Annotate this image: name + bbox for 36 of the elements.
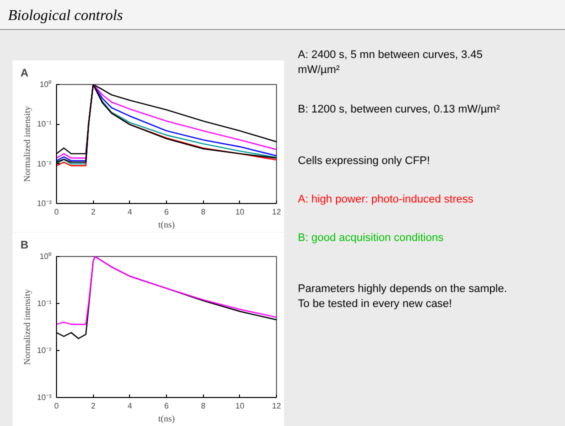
x-axis-title: t(ns) <box>158 220 175 230</box>
line-series <box>56 256 276 325</box>
x-tick-label: 4 <box>128 402 133 410</box>
x-tick-label: 2 <box>90 402 96 410</box>
y-tick-label: 10⁻² <box>36 346 52 355</box>
x-tick-label: 8 <box>200 208 206 216</box>
y-tick-label: 10⁰ <box>40 252 52 261</box>
x-tick-label: 2 <box>90 208 96 216</box>
x-tick-label: 12 <box>272 208 282 216</box>
x-tick-label: 8 <box>200 402 206 410</box>
y-tick-label: 10⁻² <box>36 159 52 168</box>
x-tick-label: 10 <box>235 402 245 410</box>
text: Cells expressing only CFP! <box>298 154 430 167</box>
x-axis-title: t(ns) <box>158 414 175 424</box>
text: A: high power: photo-induced stress <box>298 193 474 206</box>
x-tick-label: 6 <box>164 402 170 410</box>
y-tick-label: 10⁰ <box>40 80 52 89</box>
y-axis-title: Normalized intensity <box>22 106 32 182</box>
x-tick-label: 12 <box>272 402 282 410</box>
y-tick-label: 10⁻³ <box>36 199 52 208</box>
text: Parameters highly depends on the sample. To be tested in every new case! <box>298 283 508 310</box>
y-axis-title: Normalized intensity <box>22 288 32 365</box>
text: Biological controls <box>8 7 123 26</box>
text: B: 1200 s, between curves, 0.13 mW/µm² <box>298 104 500 116</box>
x-tick-label: 10 <box>235 208 245 216</box>
chart-title: B <box>20 240 28 252</box>
x-tick-label: 0 <box>54 208 60 216</box>
text: B: good acquisition conditions <box>298 232 444 244</box>
y-tick-label: 10⁻¹ <box>36 120 52 129</box>
y-tick-label: 10⁻³ <box>36 393 52 402</box>
x-tick-label: 6 <box>164 208 170 216</box>
y-tick-label: 10⁻¹ <box>36 299 52 308</box>
x-tick-label: 4 <box>128 208 133 216</box>
text: A: 2400 s, 5 mn between curves, 3.45 mW/µm² <box>298 48 483 76</box>
chart-title: A <box>20 68 28 80</box>
x-tick-label: 0 <box>54 402 60 410</box>
